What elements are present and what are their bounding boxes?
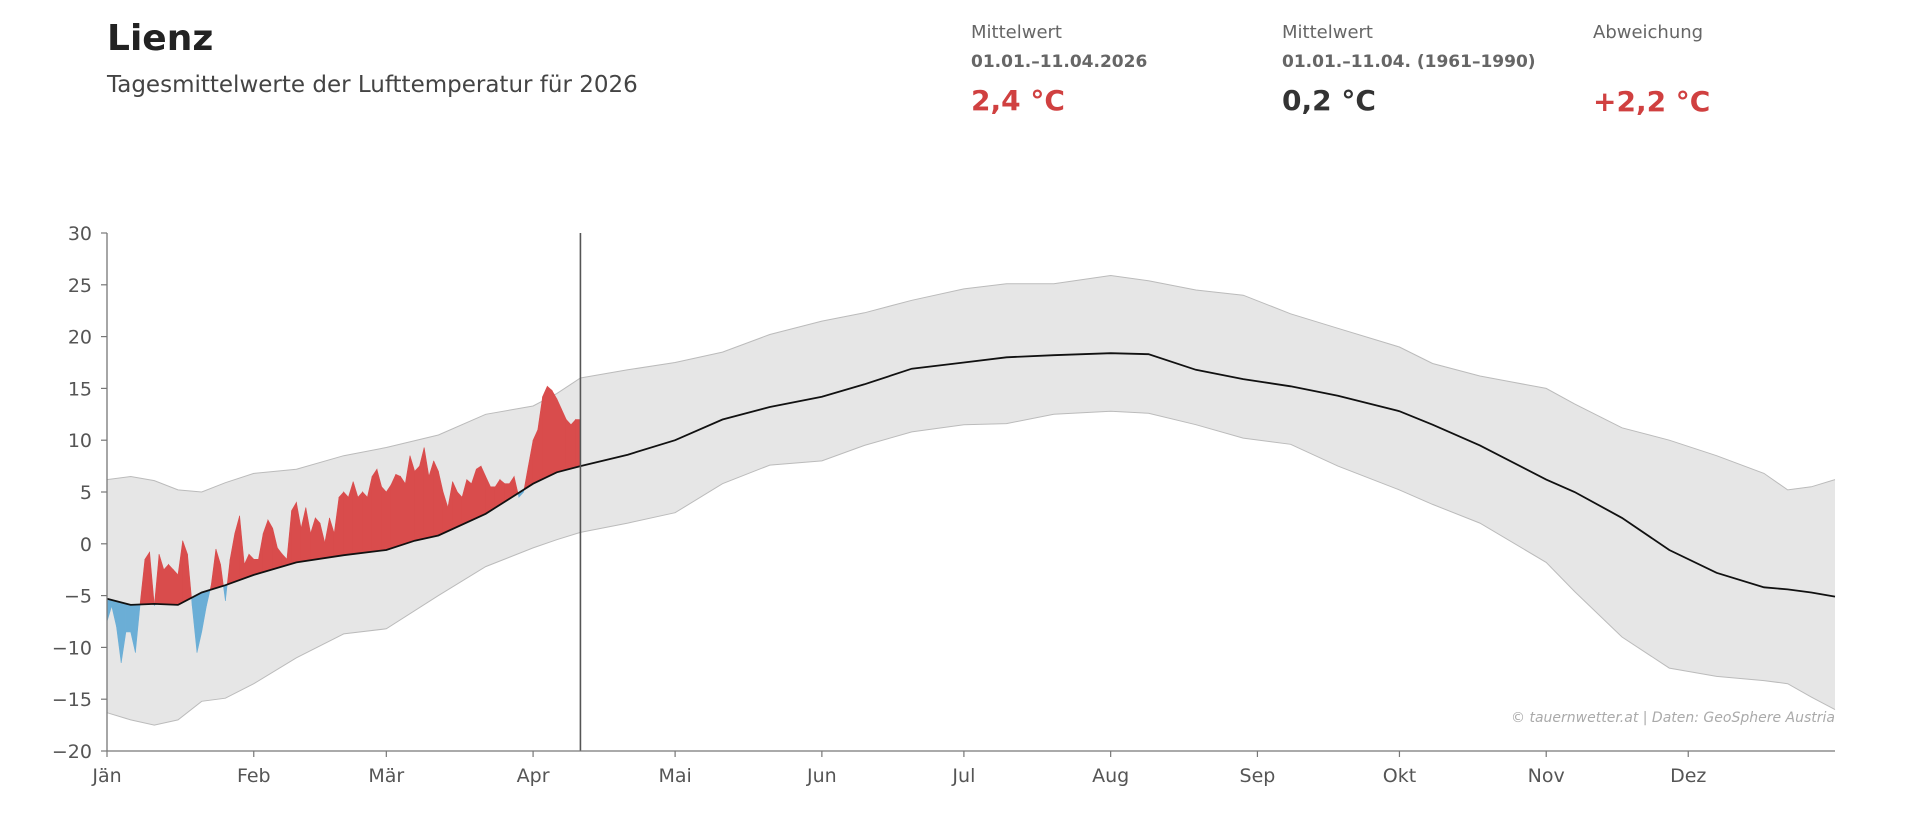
variability-band bbox=[107, 275, 1835, 726]
x-tick-label: Sep bbox=[1240, 765, 1276, 787]
anomaly-area bbox=[499, 478, 506, 506]
x-tick-label: Apr bbox=[517, 765, 550, 787]
anomaly-area bbox=[570, 418, 577, 469]
anomaly-area bbox=[400, 475, 406, 546]
y-tick-label: 5 bbox=[80, 482, 92, 504]
x-tick-label: Nov bbox=[1528, 765, 1565, 787]
anomaly-area bbox=[381, 486, 387, 551]
x-tick-label: Jun bbox=[806, 765, 837, 787]
anomaly-area bbox=[542, 386, 548, 480]
anomaly-area bbox=[343, 491, 349, 556]
chart-subtitle: Tagesmittelwerte der Lufttemperatur für … bbox=[107, 72, 638, 98]
stat-period: 01.01.–11.04.2026 bbox=[971, 52, 1148, 72]
anomaly-area bbox=[357, 491, 363, 554]
y-tick-label: −5 bbox=[64, 586, 92, 608]
anomaly-area bbox=[409, 455, 416, 543]
station-title: Lienz bbox=[107, 18, 214, 59]
stat-mean-reference: Mittelwert 01.01.–11.04. (1961–1990) 0,2… bbox=[1282, 22, 1536, 117]
anomaly-area bbox=[253, 558, 259, 576]
stat-mean-2026: Mittelwert 01.01.–11.04.2026 2,4 °C bbox=[971, 22, 1147, 117]
band-lower-edge bbox=[106, 410, 1836, 726]
x-tick-label: Jän bbox=[91, 765, 121, 787]
y-tick-label: −15 bbox=[52, 689, 92, 711]
x-tick-label: Dez bbox=[1670, 765, 1706, 787]
y-tick-label: 10 bbox=[68, 430, 92, 452]
anomaly-area bbox=[414, 465, 420, 542]
anomaly-area bbox=[163, 563, 169, 605]
stat-label: Mittelwert bbox=[1282, 22, 1373, 43]
anomaly-area bbox=[475, 465, 482, 519]
y-tick-label: −20 bbox=[52, 741, 92, 763]
anomaly-area bbox=[433, 460, 439, 537]
anomaly-area bbox=[362, 491, 368, 554]
stat-label: Mittelwert bbox=[971, 22, 1062, 43]
band-upper-edge bbox=[106, 274, 1836, 493]
anomaly-area bbox=[385, 483, 392, 551]
y-tick-label: 15 bbox=[68, 378, 92, 400]
anomaly-area bbox=[314, 517, 321, 560]
anomaly-area bbox=[168, 563, 174, 606]
anomaly-area bbox=[125, 603, 131, 633]
stat-value: 0,2 °C bbox=[1282, 84, 1376, 117]
anomaly-area bbox=[551, 389, 558, 476]
x-tick-label: Okt bbox=[1383, 765, 1416, 787]
anomaly-area bbox=[395, 473, 401, 548]
anomaly-area bbox=[173, 568, 179, 606]
y-tick-label: 30 bbox=[68, 223, 92, 245]
x-tick-label: Aug bbox=[1092, 765, 1129, 787]
y-tick-label: −10 bbox=[52, 637, 92, 659]
mean-line bbox=[106, 352, 1836, 606]
anomaly-area bbox=[267, 518, 274, 572]
stat-value: +2,2 °C bbox=[1593, 85, 1711, 118]
stat-value: 2,4 °C bbox=[971, 84, 1065, 117]
y-tick-label: 0 bbox=[80, 534, 92, 556]
stat-period: 01.01.–11.04. (1961–1990) bbox=[1282, 52, 1536, 72]
x-tick-label: Feb bbox=[237, 765, 271, 787]
anomaly-area bbox=[466, 478, 472, 523]
credit-text: © tauernwetter.at | Daten: GeoSphere Aus… bbox=[1511, 710, 1835, 726]
stat-deviation: Abweichung +2,2 °C bbox=[1593, 22, 1710, 118]
anomaly-area bbox=[338, 491, 345, 557]
anomaly-area bbox=[546, 385, 553, 478]
anomaly-area bbox=[556, 398, 562, 473]
x-tick-label: Mai bbox=[658, 765, 691, 787]
stat-label: Abweichung bbox=[1593, 22, 1704, 43]
anomaly-area bbox=[565, 418, 572, 471]
y-tick-label: 25 bbox=[68, 275, 92, 297]
y-tick-label: 20 bbox=[68, 327, 92, 349]
x-tick-label: Jul bbox=[951, 765, 975, 787]
x-tick-label: Mär bbox=[368, 765, 404, 787]
anomaly-area bbox=[456, 491, 463, 528]
anomaly-area bbox=[371, 468, 378, 553]
anomaly-area bbox=[291, 501, 297, 565]
anomaly-area bbox=[390, 474, 397, 549]
anomaly-area bbox=[561, 408, 567, 472]
anomaly-area bbox=[144, 551, 150, 605]
